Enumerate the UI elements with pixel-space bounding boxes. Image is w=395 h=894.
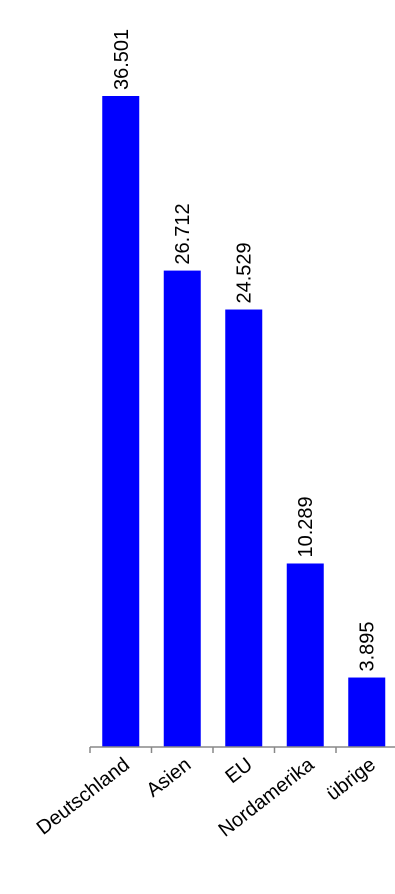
bar-1 [163,270,201,747]
bar-0 [102,96,140,747]
category-label-0: Deutschland [33,754,134,840]
category-label-4: übrige [322,754,379,806]
category-label-1: Asien [142,754,195,802]
value-label-4: 3.895 [357,621,379,671]
bar-2 [225,309,263,747]
bar-3 [286,563,324,747]
value-label-0: 36.501 [111,29,133,90]
bars-group [102,96,386,747]
category-label-2: EU [221,754,256,788]
value-label-2: 24.529 [234,242,256,303]
value-label-3: 10.289 [295,496,317,557]
value-label-1: 26.712 [172,203,194,264]
value-labels-group: 36.501 26.712 24.529 10.289 3.895 [111,29,379,672]
x-axis-ticks [89,747,337,753]
bar-4 [348,677,386,747]
